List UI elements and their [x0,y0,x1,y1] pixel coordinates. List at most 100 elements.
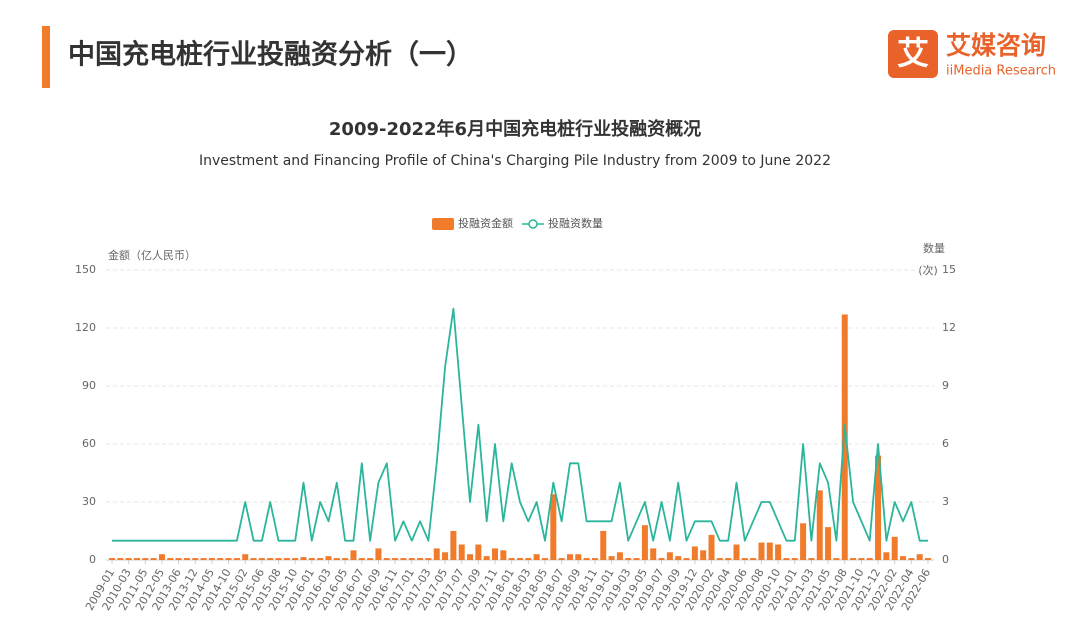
bar [666,552,673,560]
bar [725,558,732,560]
bar [908,558,915,560]
bar [175,558,182,560]
bar [608,556,615,560]
bar [450,531,457,560]
bar [158,554,165,560]
bar [866,558,873,560]
y-tick-label: 120 [75,321,96,334]
bar [383,558,390,560]
bar [117,558,124,560]
bar [325,556,332,560]
bar [467,554,474,560]
bar [875,455,882,560]
bar [242,554,249,560]
y2-tick-label: 15 [942,263,956,276]
y-tick-label: 30 [82,495,96,508]
logo-name: 艾媒咨询 [946,31,1046,60]
bar [200,558,207,560]
bar [442,552,449,560]
bar [850,558,857,560]
bar [883,552,890,560]
bar [541,558,548,560]
chart-subtitle: Investment and Financing Profile of Chin… [199,153,831,169]
bar [217,558,224,560]
y2-tick-label: 0 [942,553,949,566]
bar [741,558,748,560]
bar [508,558,515,560]
bar [250,558,257,560]
bar [342,558,349,560]
y-tick-label: 60 [82,437,96,450]
bar [333,558,340,560]
bar [800,523,807,560]
legend-swatch [432,218,454,230]
bar [791,558,798,560]
bar [233,558,240,560]
bar [308,558,315,560]
bar [525,558,532,560]
title-accent [42,26,50,88]
bar [417,558,424,560]
bar [916,554,923,560]
bar [458,544,465,560]
bar [183,558,190,560]
bar [258,558,265,560]
bar [566,554,573,560]
bar [475,544,482,560]
bar [675,556,682,560]
bar [841,314,848,560]
bar [625,558,632,560]
bar [683,558,690,560]
bar [758,542,765,560]
bar [275,558,282,560]
y-tick-label: 150 [75,263,96,276]
bar [483,556,490,560]
bar [358,558,365,560]
bar [591,558,598,560]
legend-label: 投融资数量 [548,216,603,230]
bar [808,558,815,560]
y-tick-label: 90 [82,379,96,392]
bar [292,558,299,560]
bar [142,558,149,560]
y2-tick-label: 12 [942,321,956,334]
bar [583,558,590,560]
bar [533,554,540,560]
legend-swatch [528,219,538,229]
bar [550,494,557,560]
bar [750,558,757,560]
bar [167,558,174,560]
bar [658,558,665,560]
line [112,307,928,542]
y2-tick-label: 3 [942,495,949,508]
bar [708,534,715,560]
bar [208,558,215,560]
bar [783,558,790,560]
logo-box [888,30,938,78]
bar [775,544,782,560]
bar [392,558,399,560]
logo-sub: iiMedia Research [946,64,1056,79]
chart-title: 2009-2022年6月中国充电桩行业投融资概况 [329,118,701,140]
bar [300,557,307,560]
bar [700,550,707,560]
y-tick-label: 0 [89,553,96,566]
bar [150,558,157,560]
bar [600,531,607,560]
bar [633,558,640,560]
bar [691,546,698,560]
bar [641,525,648,560]
bar [109,558,115,560]
bar [425,558,432,560]
bar [733,544,740,560]
bar [891,536,898,560]
bar [650,548,657,560]
bar [925,558,931,560]
bar [858,558,865,560]
bar [433,548,440,560]
bar [125,558,132,560]
y2-tick-label: 6 [942,437,949,450]
legend-label: 投融资金额 [458,216,513,230]
bar [575,554,582,560]
